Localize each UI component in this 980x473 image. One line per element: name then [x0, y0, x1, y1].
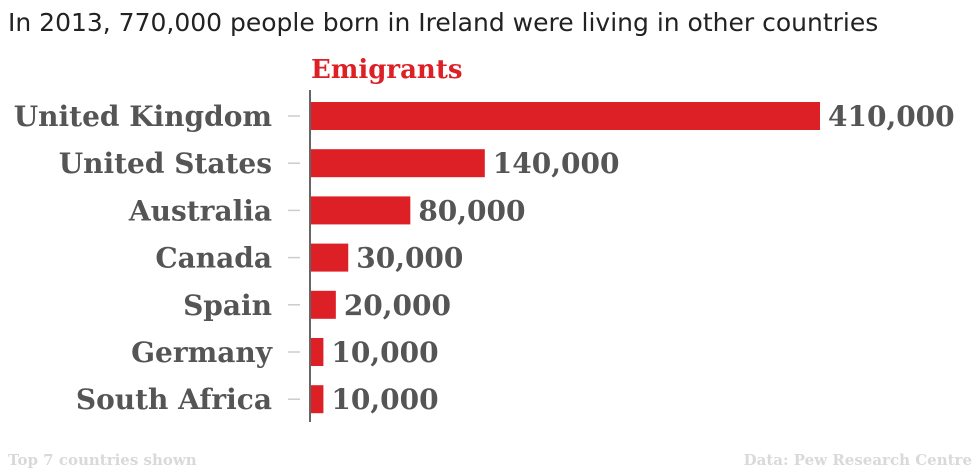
bar: [311, 196, 411, 225]
bar: [311, 338, 324, 366]
category-label: United Kingdom: [14, 100, 272, 133]
value-label: 410,000: [828, 100, 955, 133]
category-label: Spain: [183, 289, 272, 322]
category-label: United States: [59, 147, 272, 180]
series-label: Emigrants: [311, 55, 462, 85]
bar: [311, 102, 820, 130]
footer-note: Top 7 countries shown: [8, 451, 197, 469]
category-label: South Africa: [76, 383, 272, 416]
chart-title: In 2013, 770,000 people born in Ireland …: [8, 8, 879, 37]
value-label: 30,000: [356, 242, 463, 275]
value-label: 20,000: [344, 289, 451, 322]
value-label: 10,000: [331, 383, 438, 416]
category-label: Canada: [155, 242, 272, 275]
bar-chart: Emigrants United Kingdom 410,000 United Sta…: [14, 55, 955, 422]
value-label: 140,000: [493, 147, 620, 180]
value-label: 80,000: [418, 194, 525, 227]
bar: [311, 290, 336, 319]
category-label: Australia: [128, 194, 272, 227]
source-note: Data: Pew Research Centre: [743, 451, 972, 469]
bar: [311, 385, 324, 414]
value-label: 10,000: [331, 336, 438, 369]
category-label: Germany: [131, 336, 273, 369]
bar: [311, 243, 349, 272]
bar: [311, 149, 485, 178]
